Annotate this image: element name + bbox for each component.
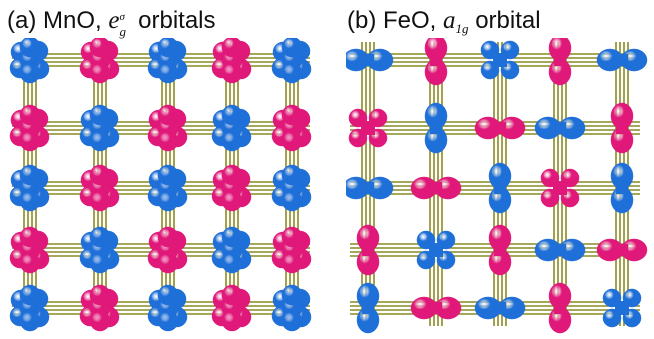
panel-b-title: (b) FeO, a1g orbital [347, 6, 541, 39]
orbital-lobe [211, 226, 252, 274]
orbital-lobe [474, 296, 526, 320]
orbital-lobe [9, 164, 50, 212]
orbital-lobe [348, 108, 388, 148]
orbital-lobe [79, 164, 120, 212]
orbital-lobe [602, 288, 642, 328]
orbital-lobe [610, 162, 634, 214]
orbital-lobe [356, 224, 380, 276]
orbital-lobe [480, 40, 520, 80]
orbital-lobe [211, 164, 252, 212]
panel-a-orbital-subscript: g [119, 24, 126, 39]
orbital-lobe [346, 48, 394, 72]
panel-b-label: (b) FeO, [347, 7, 437, 34]
orbital-lobe [416, 230, 456, 270]
orbital-lobe [540, 168, 580, 208]
orbital-lobe [424, 38, 448, 86]
orbital-lobe [79, 226, 120, 274]
orbital-lobe [9, 38, 50, 84]
orbital-lobe [9, 104, 50, 152]
orbital-lobe [211, 284, 252, 332]
orbital-lobe [271, 164, 312, 212]
panel-a-orbital-superscript: σ [119, 11, 125, 23]
orbital-lobe [596, 238, 648, 262]
orbital-lobe [410, 176, 462, 200]
orbital-lobe [271, 104, 312, 152]
orbital-lobe [147, 226, 188, 274]
panel-b-orbital-symbol: a [443, 7, 456, 34]
orbital-lobe [147, 284, 188, 332]
orbital-lobe [548, 38, 572, 86]
orbital-lobe [596, 48, 648, 72]
orbital-lobe [271, 38, 312, 84]
orbital-lobe [271, 226, 312, 274]
orbital-lobe [147, 164, 188, 212]
mno-lattice-figure [9, 38, 312, 332]
orbital-lobe [488, 162, 512, 214]
orbital-lobe [147, 38, 188, 84]
orbital-lobe [211, 104, 252, 152]
orbital-lobe [147, 104, 188, 152]
panel-a-orbital-symbol: e [108, 7, 120, 34]
orbital-lobe [9, 226, 50, 274]
panel-b-orbital-subscript: 1g [455, 21, 469, 36]
orbital-lobe [9, 284, 50, 332]
orbital-lobe [488, 224, 512, 276]
orbital-lobe [79, 284, 120, 332]
feo-lattice-figure [346, 38, 648, 334]
orbital-lobe [211, 38, 252, 84]
orbital-lobe [534, 238, 586, 262]
orbital-lobe [79, 38, 120, 84]
orbital-lobe [356, 282, 380, 334]
orbital-lobe [548, 282, 572, 334]
panel-b-orbital-word: orbital [475, 7, 541, 34]
orbital-lobe [79, 104, 120, 152]
orbital-lobe [346, 176, 394, 200]
panel-a-orbital-word: orbitals [138, 7, 216, 34]
orbital-lobe [271, 284, 312, 332]
panel-a-label: (a) MnO, [7, 7, 102, 34]
orbital-lobe [610, 102, 634, 154]
orbital-lobe [410, 296, 462, 320]
orbital-lobe [424, 102, 448, 154]
orbital-lobe [534, 116, 586, 140]
orbital-lobe [474, 116, 526, 140]
